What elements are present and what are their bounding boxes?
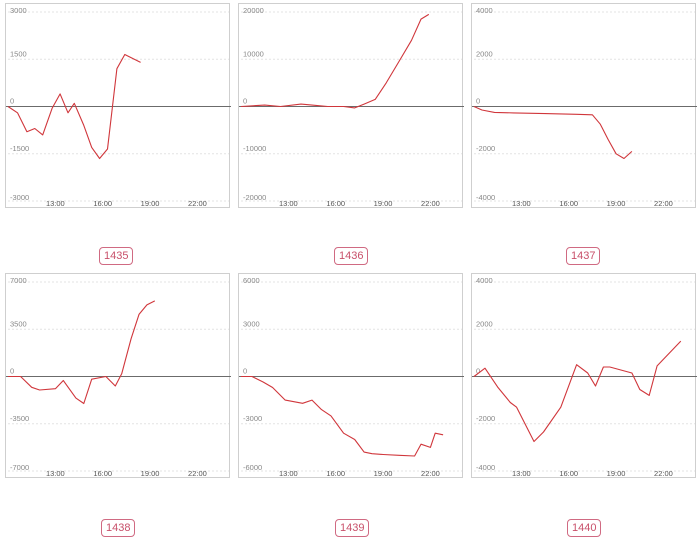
y-tick-label: 6000 <box>243 276 260 285</box>
line-chart-1438: 7000 3500 0 -3500 -7000 13:00 16:00 19:00 22:00 <box>6 276 231 478</box>
chart-label-1437: 1437 <box>566 247 601 265</box>
y-tick-label: 7000 <box>10 276 27 285</box>
x-tick-label: 19:00 <box>141 199 160 208</box>
x-tick-label: 22:00 <box>188 469 207 478</box>
chart-label-1436: 1436 <box>334 247 369 265</box>
line-chart-1436: 20000 10000 0 -10000 -20000 13:00 16:00 19:00 22… <box>239 6 464 208</box>
x-tick-label: 16:00 <box>559 199 578 208</box>
chart-panel-1440: 4000 2000 0 -2000 -4000 13:00 16:00 19:00 22:00 <box>471 273 697 478</box>
x-tick-label: 19:00 <box>607 469 626 478</box>
y-tick-label: -1500 <box>10 144 29 153</box>
x-tick-label: 22:00 <box>654 469 673 478</box>
chart-panel-1435: 3000 1500 0 -1500 -3000 13:00 16:00 19:00 22:00 <box>5 3 231 208</box>
x-tick-label: 13:00 <box>279 469 298 478</box>
series-line <box>8 300 156 405</box>
y-tick-label: -7000 <box>10 463 29 472</box>
y-tick-label: 4000 <box>476 6 493 15</box>
y-tick-label: -3000 <box>10 193 29 202</box>
x-tick-label: 19:00 <box>374 199 393 208</box>
x-tick-label: 13:00 <box>46 199 65 208</box>
x-tick-label: 22:00 <box>654 199 673 208</box>
x-tick-label: 16:00 <box>326 199 345 208</box>
y-tick-label: 3000 <box>10 6 27 15</box>
x-tick-label: 22:00 <box>188 199 207 208</box>
x-tick-label: 22:00 <box>421 469 440 478</box>
y-tick-label: -2000 <box>476 414 495 423</box>
line-chart-1437: 4000 2000 0 -2000 -4000 13:00 16:00 19:00 22:00 <box>472 6 697 208</box>
x-tick-label: 19:00 <box>141 469 160 478</box>
y-tick-label: 0 <box>476 367 480 376</box>
y-tick-label: 0 <box>10 97 14 106</box>
y-tick-label: -4000 <box>476 463 495 472</box>
x-tick-label: 13:00 <box>512 199 531 208</box>
chart-label-1440: 1440 <box>567 519 602 537</box>
chart-panel-1436: 20000 10000 0 -10000 -20000 13:00 16:00 19:00 22… <box>238 3 464 208</box>
y-tick-label: 0 <box>10 367 14 376</box>
y-tick-label: -10000 <box>243 144 266 153</box>
line-chart-1440: 4000 2000 0 -2000 -4000 13:00 16:00 19:00 22:00 <box>472 276 697 478</box>
y-tick-label: 3500 <box>10 319 27 328</box>
x-tick-label: 13:00 <box>512 469 531 478</box>
y-tick-label: 0 <box>243 97 247 106</box>
chart-panel-1438: 7000 3500 0 -3500 -7000 13:00 16:00 19:00 22:00 <box>5 273 231 478</box>
series-line <box>473 105 633 160</box>
chart-label-1438: 1438 <box>101 519 136 537</box>
y-tick-label: 1500 <box>10 49 27 58</box>
chart-panel-1437: 4000 2000 0 -2000 -4000 13:00 16:00 19:00 22:00 <box>471 3 697 208</box>
x-tick-label: 16:00 <box>326 469 345 478</box>
y-tick-label: 10000 <box>243 49 264 58</box>
series-line <box>7 53 141 160</box>
y-tick-label: -3000 <box>243 414 262 423</box>
y-tick-label: -20000 <box>243 193 266 202</box>
x-tick-label: 13:00 <box>46 469 65 478</box>
y-tick-label: 4000 <box>476 276 493 285</box>
y-tick-label: 0 <box>243 367 247 376</box>
chart-label-1435: 1435 <box>99 247 134 265</box>
chart-panel-1439: 6000 3000 0 -3000 -6000 13:00 16:00 19:00 22:00 <box>238 273 464 478</box>
line-chart-1435: 3000 1500 0 -1500 -3000 13:00 16:00 19:00 22:00 <box>6 6 231 208</box>
x-tick-label: 22:00 <box>421 199 440 208</box>
y-tick-label: 0 <box>476 97 480 106</box>
x-tick-label: 19:00 <box>374 469 393 478</box>
x-tick-label: 16:00 <box>93 199 112 208</box>
y-tick-label: 2000 <box>476 49 493 58</box>
y-tick-label: -4000 <box>476 193 495 202</box>
y-tick-label: 20000 <box>243 6 264 15</box>
x-tick-label: 16:00 <box>559 469 578 478</box>
y-tick-label: -3500 <box>10 414 29 423</box>
y-tick-label: 3000 <box>243 319 260 328</box>
x-tick-label: 13:00 <box>279 199 298 208</box>
line-chart-1439: 6000 3000 0 -3000 -6000 13:00 16:00 19:00 22:00 <box>239 276 464 478</box>
series-line <box>241 375 444 457</box>
series-line <box>240 13 430 109</box>
y-tick-label: 2000 <box>476 319 493 328</box>
series-line <box>473 340 682 443</box>
x-tick-label: 19:00 <box>607 199 626 208</box>
chart-label-1439: 1439 <box>335 519 370 537</box>
x-tick-label: 16:00 <box>93 469 112 478</box>
y-tick-label: -6000 <box>243 463 262 472</box>
y-tick-label: -2000 <box>476 144 495 153</box>
